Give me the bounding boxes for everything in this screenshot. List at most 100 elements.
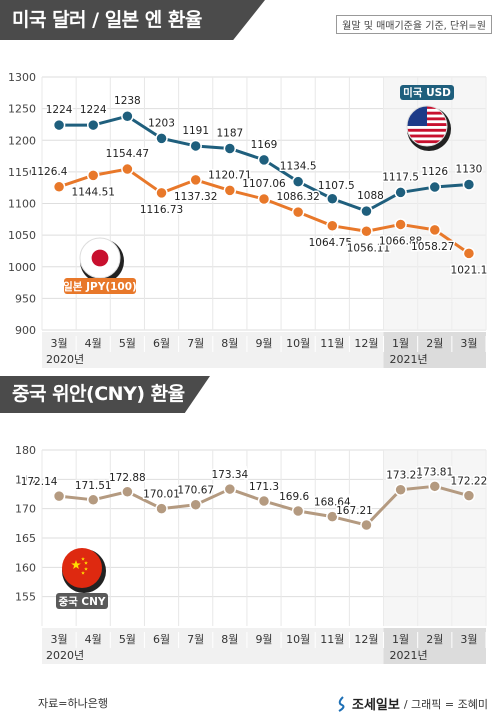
brand-name: 조세일보	[352, 698, 400, 713]
source-note: 자료=하나은행	[38, 697, 108, 710]
data-label: 1126.4	[31, 166, 68, 178]
x-tick-label: 12월	[354, 633, 378, 646]
data-point	[155, 186, 168, 200]
x-tick-label: 12월	[354, 337, 378, 350]
y-tick-label: 900	[15, 324, 36, 337]
data-point	[428, 180, 442, 194]
data-point	[52, 180, 66, 194]
data-label: 171.3	[249, 481, 279, 493]
x-tick-label: 7월	[187, 633, 204, 646]
data-point	[257, 192, 271, 206]
data-label: 1117.5	[382, 171, 419, 183]
x-tick-label: 3월	[460, 633, 477, 646]
graphic-credit: / 그래픽 = 조혜미	[403, 697, 488, 711]
y-tick-label: 950	[15, 292, 36, 305]
data-point	[326, 510, 339, 523]
data-point	[189, 498, 202, 511]
axis-band-2021	[383, 628, 486, 664]
data-point	[223, 142, 237, 155]
data-point	[326, 192, 339, 206]
x-tick-label: 9월	[255, 337, 272, 350]
data-label: 1144.51	[72, 186, 115, 198]
data-point	[291, 175, 305, 188]
data-label: 172.88	[109, 472, 146, 484]
x-tick-label: 9월	[255, 633, 272, 646]
data-point	[155, 502, 168, 515]
x-tick-label: 8월	[221, 337, 238, 350]
data-label: 170.67	[177, 485, 214, 497]
y-tick-label: 1100	[8, 198, 36, 211]
data-label: 1056.11	[347, 242, 390, 254]
data-label: 171.51	[75, 480, 112, 492]
data-point	[428, 223, 442, 237]
x-tick-label: 4월	[85, 337, 102, 350]
data-label: 1126	[421, 166, 448, 178]
data-point	[462, 178, 476, 191]
y-tick-label: 160	[15, 561, 36, 574]
x-tick-label: 3월	[51, 633, 68, 646]
y-tick-label: 1250	[8, 103, 36, 116]
y-tick-label: 1050	[8, 229, 36, 242]
x-tick-label: 7월	[187, 337, 204, 350]
data-label: 1134.5	[280, 161, 317, 173]
x-tick-label: 10월	[286, 337, 310, 350]
data-point	[223, 184, 237, 197]
data-label: 168.64	[314, 497, 351, 509]
data-point	[121, 485, 134, 499]
data-label: 172.14	[21, 476, 58, 488]
y-tick-label: 1300	[8, 71, 36, 84]
data-point	[189, 173, 202, 187]
data-label: 173.23	[386, 470, 423, 482]
data-label: 172.22	[451, 476, 488, 488]
data-point	[86, 118, 100, 132]
jpy-legend-badge	[64, 278, 136, 294]
cny-chart: 155 160 165 170 175 180 3월 4월 5월 6월 7월 8월 9월 10월 11월 12…	[15, 444, 489, 664]
cn-flag-icon	[62, 548, 106, 593]
data-label: 1021.1	[451, 264, 488, 276]
x-tick-label: 2월	[426, 633, 443, 646]
x-tick-label: 10월	[286, 633, 310, 646]
y-tick-label: 155	[15, 591, 36, 604]
header-bar	[0, 0, 265, 40]
data-label: 169.6	[279, 491, 309, 503]
data-point	[155, 132, 168, 145]
data-point	[223, 482, 237, 496]
brand-logo-icon	[338, 695, 345, 712]
x-tick-label: 4월	[85, 633, 102, 646]
data-point	[52, 118, 66, 132]
header-usd-jpy: 미국 달러 / 일본 엔 환율 월말 및 매매기준율 기준, 단위=원	[0, 0, 500, 40]
x-tick-label: 1월	[392, 337, 409, 350]
data-point	[86, 169, 100, 182]
data-point	[189, 139, 202, 153]
year-label-2020: 2020년	[46, 649, 84, 662]
data-point	[394, 218, 407, 231]
data-point	[257, 153, 271, 167]
x-tick-label: 2월	[426, 337, 443, 350]
x-tick-label: 6월	[153, 633, 170, 646]
credit: 조세일보 / 그래픽 = 조혜미	[334, 694, 488, 713]
data-label: 173.81	[416, 466, 453, 478]
jp-flag-icon	[79, 237, 124, 283]
y-tick-label: 180	[15, 444, 36, 457]
data-label: 1088	[357, 190, 384, 202]
y-tick-label: 1150	[8, 166, 36, 179]
data-point	[121, 109, 134, 123]
x-tick-label: 3월	[51, 337, 68, 350]
jpy-legend-label: 일본 JPY(100)	[63, 280, 137, 293]
data-label: 1120.71	[208, 169, 251, 181]
y-tick-label: 170	[15, 503, 36, 516]
data-label: 1187	[216, 127, 243, 139]
data-label: 1154.47	[106, 148, 149, 160]
year-label-2020: 2020년	[46, 353, 84, 366]
header-bar	[0, 376, 210, 413]
data-point	[121, 162, 134, 176]
data-label: 1058.27	[411, 241, 454, 253]
x-tick-label: 6월	[153, 337, 170, 350]
data-point	[86, 493, 100, 507]
usd-jpy-chart: 900 950 1000 1050 1100 1150 1200 1250 1300 3월 4월 5월…	[8, 71, 489, 368]
x-tick-label: 3월	[460, 337, 477, 350]
data-point	[291, 205, 305, 219]
data-label: 1238	[114, 95, 141, 107]
data-point	[326, 219, 339, 233]
data-label: 1137.32	[174, 191, 217, 203]
